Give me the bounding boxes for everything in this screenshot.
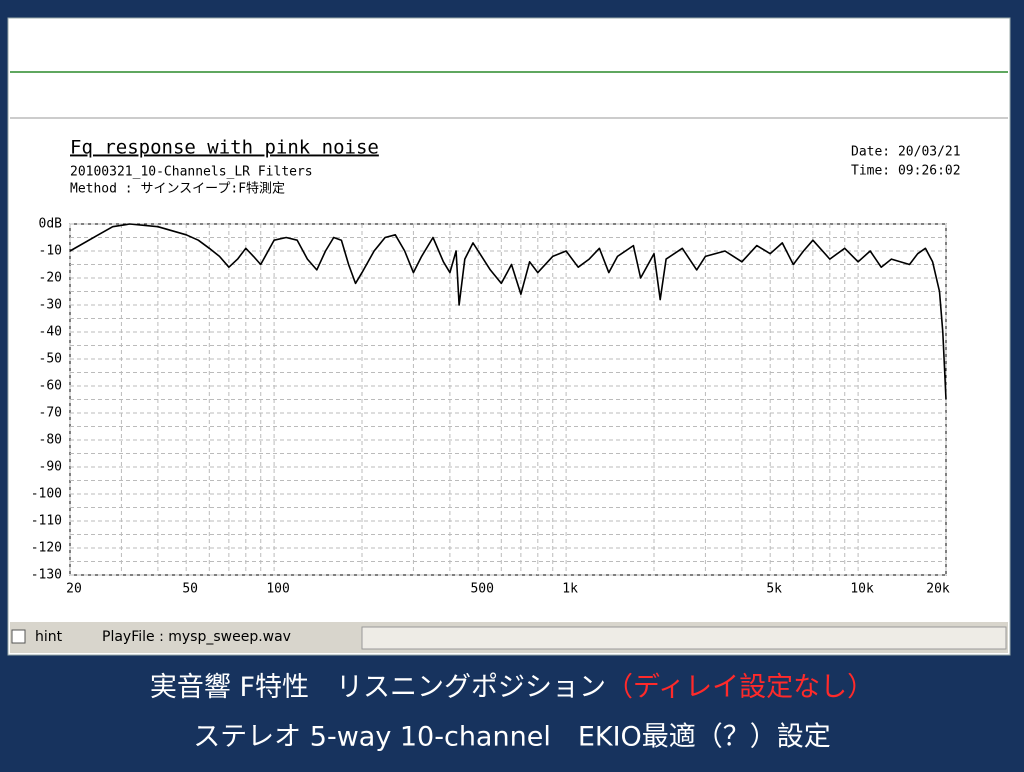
x-tick-label: 1k — [562, 582, 578, 597]
caption-line: 実音響 F特性 リスニングポジション（ディレイ設定なし） — [150, 672, 874, 703]
y-tick-label: -30 — [39, 298, 62, 313]
y-tick-label: -90 — [39, 460, 62, 475]
x-tick-label: 500 — [470, 582, 493, 597]
y-tick-label: -70 — [39, 406, 62, 421]
y-tick-label: -20 — [39, 271, 62, 286]
caption-line: ステレオ 5-way 10-channel EKIO最適（？）設定 — [193, 722, 831, 753]
caption-text: 実音響 F特性 リスニングポジション — [150, 672, 606, 703]
x-tick-label: 50 — [182, 582, 198, 597]
window — [7, 17, 1011, 656]
y-tick-label: -130 — [31, 568, 62, 583]
hint-label: hint — [35, 629, 63, 645]
x-tick-label: 10k — [850, 582, 874, 597]
x-tick-label: 20k — [926, 582, 950, 597]
time: Time: 09:26:02 — [851, 164, 961, 179]
chart-title: Fq response with pink noise — [70, 137, 379, 159]
y-tick-label: -110 — [31, 514, 62, 529]
x-tick-label: 20 — [66, 582, 82, 597]
y-tick-label: -80 — [39, 433, 62, 448]
y-tick-label: -120 — [31, 541, 62, 556]
method: Method : サインスイープ:F特測定 — [70, 182, 285, 197]
response-line — [69, 223, 947, 400]
checkbox[interactable] — [11, 629, 26, 644]
x-tick-label: 100 — [266, 582, 289, 597]
y-tick-label: -10 — [39, 244, 62, 259]
y-tick-label: -60 — [39, 379, 62, 394]
y-tick-label: -40 — [39, 325, 62, 340]
playfile: PlayFile : mysp_sweep.wav — [102, 629, 291, 645]
subtitle: 20100321_10-Channels_LR Filters — [70, 165, 313, 180]
x-tick-label: 5k — [766, 582, 782, 597]
input-box[interactable] — [361, 626, 1007, 650]
date: Date: 20/03/21 — [851, 145, 961, 160]
y-tick-label: -100 — [31, 487, 62, 502]
y-tick-label: 0dB — [39, 217, 63, 232]
y-tick-label: -50 — [39, 352, 62, 367]
caption-note: （ディレイ設定なし） — [606, 672, 874, 703]
